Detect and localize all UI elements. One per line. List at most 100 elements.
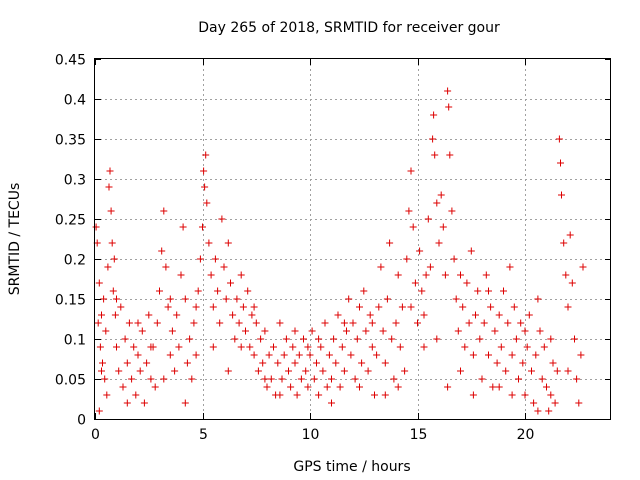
y-axis-label: SRMTID / TECUs xyxy=(7,183,23,296)
data-point xyxy=(368,343,376,351)
data-point xyxy=(119,383,127,391)
data-point xyxy=(328,375,335,383)
data-point xyxy=(160,207,168,215)
data-point xyxy=(237,271,245,279)
data-point xyxy=(181,399,189,407)
x-tick-label: 10 xyxy=(302,427,320,443)
data-point xyxy=(562,271,570,279)
data-point xyxy=(138,327,146,335)
data-point xyxy=(394,383,402,391)
data-point xyxy=(560,239,568,247)
data-point xyxy=(242,327,249,335)
data-point xyxy=(340,367,348,375)
data-point xyxy=(263,383,271,391)
data-point xyxy=(106,167,114,175)
data-point xyxy=(360,287,368,295)
data-point xyxy=(452,295,460,303)
data-point xyxy=(478,375,486,383)
x-tick-label: 0 xyxy=(91,427,100,443)
data-point xyxy=(414,319,421,327)
plot-frame xyxy=(94,58,611,420)
x-tick-label: 20 xyxy=(517,427,535,443)
data-point xyxy=(315,391,323,399)
data-point xyxy=(418,287,426,295)
data-point xyxy=(495,311,503,319)
data-point xyxy=(405,207,413,215)
data-point xyxy=(188,375,196,383)
data-point xyxy=(132,391,140,399)
data-point xyxy=(409,223,417,231)
data-point xyxy=(177,271,185,279)
data-point xyxy=(265,351,273,359)
data-point xyxy=(151,383,159,391)
data-point xyxy=(508,351,516,359)
data-point xyxy=(164,303,172,311)
data-point xyxy=(444,383,452,391)
data-point xyxy=(98,367,105,375)
data-point xyxy=(441,271,449,279)
data-point xyxy=(99,359,106,367)
data-point xyxy=(445,103,453,111)
data-point xyxy=(319,367,327,375)
data-point xyxy=(209,343,217,351)
data-point xyxy=(375,303,383,311)
data-point xyxy=(575,399,583,407)
data-point xyxy=(506,263,514,271)
y-tick-label: 0.1 xyxy=(64,333,86,349)
data-point xyxy=(158,247,166,255)
data-point xyxy=(528,367,535,375)
data-point xyxy=(564,367,572,375)
data-point xyxy=(166,351,174,359)
data-point xyxy=(237,343,245,351)
data-point xyxy=(250,351,258,359)
data-point xyxy=(102,327,110,335)
data-point xyxy=(368,319,376,327)
data-point xyxy=(534,295,542,303)
data-point xyxy=(267,375,275,383)
data-point xyxy=(143,359,151,367)
data-point xyxy=(136,367,144,375)
data-point xyxy=(179,223,187,231)
data-point xyxy=(123,359,131,367)
data-point xyxy=(201,183,209,191)
data-point xyxy=(502,367,510,375)
data-point xyxy=(495,383,503,391)
data-point xyxy=(504,319,512,327)
data-point xyxy=(304,383,312,391)
data-point xyxy=(577,351,585,359)
data-point xyxy=(207,271,215,279)
data-point xyxy=(160,375,168,383)
data-point xyxy=(534,407,542,415)
data-point xyxy=(336,383,344,391)
y-tick-label: 0.45 xyxy=(55,53,86,69)
data-point xyxy=(227,279,234,287)
data-point xyxy=(123,399,131,407)
data-point xyxy=(325,351,333,359)
data-point xyxy=(297,375,305,383)
data-point xyxy=(140,399,148,407)
data-point xyxy=(557,159,564,167)
data-point xyxy=(500,287,507,295)
data-point xyxy=(392,319,400,327)
y-tick-label: 0.15 xyxy=(55,293,86,309)
data-point xyxy=(162,263,170,271)
data-point xyxy=(233,295,241,303)
data-point xyxy=(211,255,219,263)
data-point xyxy=(491,327,499,335)
data-point xyxy=(270,343,277,351)
data-point xyxy=(293,391,301,399)
data-point xyxy=(107,207,115,215)
data-point xyxy=(530,399,538,407)
data-point xyxy=(398,303,406,311)
data-point xyxy=(540,343,548,351)
data-point xyxy=(261,375,269,383)
data-point xyxy=(433,335,441,343)
data-point xyxy=(205,239,213,247)
data-point xyxy=(401,367,409,375)
data-point xyxy=(110,255,118,263)
data-point xyxy=(231,335,239,343)
data-point xyxy=(280,351,288,359)
data-point xyxy=(489,383,497,391)
data-point xyxy=(257,335,265,343)
data-point xyxy=(276,391,284,399)
